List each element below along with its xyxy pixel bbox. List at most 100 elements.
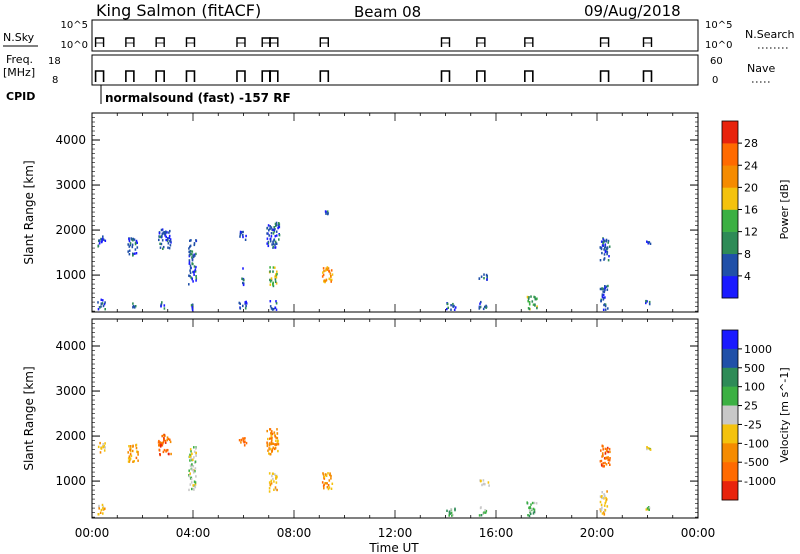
velocity-cell-4 xyxy=(190,450,192,453)
power-cell-11 xyxy=(268,229,270,232)
velocity-ytick-label-0: 1000 xyxy=(55,474,86,488)
power-cell-11 xyxy=(275,221,278,225)
power-cell-1 xyxy=(97,301,99,304)
power-cell-16 xyxy=(450,304,452,307)
velocity-cell-13 xyxy=(605,463,608,466)
velocity-cell-10 xyxy=(479,480,482,483)
power-cell-4 xyxy=(169,238,172,241)
power-cell-2 xyxy=(129,243,132,247)
sky-left-tick-top: 10^5 xyxy=(61,20,88,31)
velocity-cell-14 xyxy=(605,496,607,500)
velocity-cell-13 xyxy=(602,448,604,451)
velocity-cell-9 xyxy=(450,508,452,511)
power-cell-6 xyxy=(195,239,197,242)
power-panel: 1000 2000 3000 4000 Slant Range [km] 4 8 12 16 20… xyxy=(22,112,791,313)
power-cell-2 xyxy=(132,238,134,241)
velocity-cell-13 xyxy=(602,462,605,465)
velocity-cell-7 xyxy=(273,480,275,483)
power-cell-6 xyxy=(191,250,194,253)
power-cell-19 xyxy=(536,305,538,308)
power-cell-19 xyxy=(534,296,536,299)
power-cell-20 xyxy=(604,249,607,253)
power-cell-21 xyxy=(604,308,607,311)
velocity-cell-2 xyxy=(137,459,139,462)
velocity-cell-7 xyxy=(275,474,277,478)
sky-burst-10 xyxy=(524,37,534,47)
power-cell-12 xyxy=(269,283,272,286)
velocity-cell-4 xyxy=(189,483,192,486)
velocity-cell-6 xyxy=(277,449,279,453)
velocity-cell-2 xyxy=(129,458,131,462)
power-cell-14 xyxy=(329,272,332,275)
power-cell-3 xyxy=(132,306,134,309)
power-cell-1 xyxy=(104,301,106,304)
velocity-colorbar-label-6: -500 xyxy=(744,456,769,469)
power-cell-21 xyxy=(604,303,607,306)
power-cell-0 xyxy=(98,242,101,245)
sky-burst-3 xyxy=(185,37,196,47)
velocity-cell-6 xyxy=(275,439,277,442)
velocity-cell-6 xyxy=(269,437,271,440)
power-cell-4 xyxy=(163,231,166,234)
velocity-cell-3 xyxy=(162,434,165,437)
velocity-cell-9 xyxy=(450,511,453,514)
power-cell-11 xyxy=(269,237,272,241)
power-cell-0 xyxy=(100,237,102,241)
velocity-cell-4 xyxy=(194,481,197,484)
power-cell-11 xyxy=(275,241,277,245)
velocity-cell-4 xyxy=(193,456,195,459)
velocity-cell-8 xyxy=(330,477,332,480)
power-cell-10 xyxy=(239,307,242,310)
power-cell-21 xyxy=(602,297,605,300)
velocity-cell-12 xyxy=(533,501,536,505)
velocity-cell-2 xyxy=(127,460,130,463)
power-cell-13 xyxy=(270,307,273,310)
velocity-cell-7 xyxy=(270,479,273,482)
velocity-cell-4 xyxy=(194,460,197,463)
power-cell-10 xyxy=(242,304,244,308)
power-cell-4 xyxy=(160,242,163,246)
power-colorbar-seg-2 xyxy=(722,231,738,255)
power-cell-11 xyxy=(271,243,273,246)
power-cell-12 xyxy=(276,270,278,273)
nave-label: Nave xyxy=(747,62,775,75)
power-colorbar-seg-7 xyxy=(722,121,738,144)
power-cell-4 xyxy=(166,231,168,234)
power-cell-17 xyxy=(486,278,488,281)
power-cell-5 xyxy=(160,305,162,308)
velocity-cell-4 xyxy=(189,472,191,475)
power-cell-4 xyxy=(167,237,169,240)
power-cell-14 xyxy=(328,277,331,280)
power-cell-3 xyxy=(132,302,134,305)
power-cell-22 xyxy=(646,300,648,303)
velocity-cell-6 xyxy=(270,432,272,435)
velocity-cell-3 xyxy=(161,434,163,438)
power-cell-18 xyxy=(480,300,482,304)
power-cell-23 xyxy=(646,240,648,243)
power-cell-11 xyxy=(270,226,273,229)
station-title: King Salmon (fitACF) xyxy=(96,1,261,20)
freq-burst-1 xyxy=(125,70,135,82)
velocity-cell-13 xyxy=(602,465,604,468)
freq-burst-9 xyxy=(476,70,486,82)
velocity-cell-11 xyxy=(483,511,485,514)
velocity-cell-13 xyxy=(607,461,610,464)
power-cell-12 xyxy=(269,278,271,282)
velocity-frame xyxy=(91,318,699,519)
power-cell-20 xyxy=(599,259,602,262)
power-cell-15 xyxy=(325,212,327,215)
velocity-cell-5 xyxy=(242,439,245,443)
power-cell-19 xyxy=(531,300,534,303)
power-cell-6 xyxy=(195,279,197,282)
velocity-cell-2 xyxy=(132,460,134,463)
power-cell-20 xyxy=(607,259,610,262)
power-cell-11 xyxy=(272,240,274,243)
power-colorbar-label-3: 16 xyxy=(744,204,758,217)
power-cell-2 xyxy=(130,237,132,240)
velocity-cell-8 xyxy=(323,483,325,487)
velocity-cell-3 xyxy=(166,438,168,442)
power-cell-6 xyxy=(189,253,192,256)
velocity-cell-13 xyxy=(609,457,611,460)
velocity-cell-6 xyxy=(270,434,272,438)
